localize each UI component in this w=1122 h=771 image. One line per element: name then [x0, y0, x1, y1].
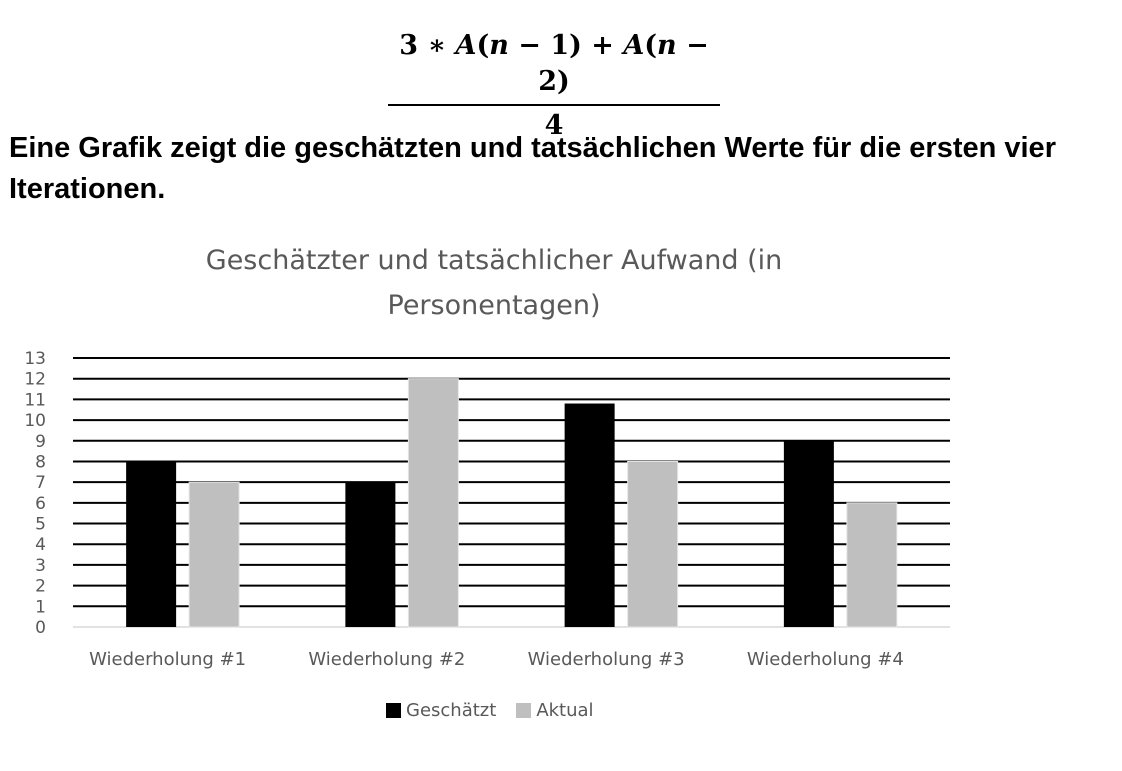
bar-geschaetzt-3 — [564, 403, 615, 627]
x-category-label-3: Wiederholung #3 — [528, 649, 685, 670]
y-tick-label-3: 3 — [35, 556, 46, 576]
y-tick-label-4: 4 — [35, 535, 46, 555]
y-tick-label-12: 12 — [24, 370, 46, 390]
legend-swatch-geschaetzt — [386, 703, 401, 718]
chart-title: Geschätzter und tatsächlicher Aufwand (i… — [205, 245, 783, 321]
bar-geschaetzt-4 — [783, 440, 834, 627]
chart-legend: Geschätzt Aktual — [386, 700, 614, 721]
bar-aktual-3 — [627, 460, 679, 628]
y-tick-label-11: 11 — [24, 390, 46, 410]
bar-aktual-4 — [846, 502, 898, 628]
legend-label-geschaetzt: Geschätzt — [406, 700, 497, 721]
y-tick-label-10: 10 — [24, 411, 46, 431]
bar-aktual-2 — [407, 378, 459, 628]
legend-item-geschaetzt: Geschätzt — [386, 700, 496, 721]
legend-item-aktual: Aktual — [516, 700, 594, 721]
bar-geschaetzt-1 — [126, 461, 177, 627]
x-category-label-4: Wiederholung #4 — [747, 649, 904, 670]
y-tick-label-0: 0 — [35, 618, 46, 638]
formula-numerator: 3 ∗ A(n − 1) + A(n − 2) — [399, 30, 709, 97]
x-category-label-2: Wiederholung #2 — [308, 649, 465, 670]
y-tick-label-2: 2 — [35, 577, 46, 597]
bar-aktual-1 — [188, 481, 240, 628]
y-tick-label-1: 1 — [35, 597, 46, 617]
y-tick-label-6: 6 — [35, 494, 46, 514]
formula: 3 ∗ A(n − 1) + A(n − 2) 4 — [388, 28, 720, 144]
formula-denominator: 4 — [544, 110, 564, 141]
intro-text: Eine Grafik zeigt die geschätzten und ta… — [9, 132, 1056, 205]
legend-swatch-aktual — [516, 703, 532, 718]
x-category-label-1: Wiederholung #1 — [89, 649, 246, 670]
legend-label-aktual: Aktual — [536, 700, 594, 721]
fraction-bar — [388, 104, 720, 106]
y-tick-label-7: 7 — [35, 473, 46, 493]
y-tick-label-9: 9 — [35, 432, 46, 452]
y-tick-label-13: 13 — [24, 349, 46, 369]
bar-geschaetzt-2 — [345, 482, 396, 627]
y-tick-label-8: 8 — [35, 452, 46, 472]
y-tick-label-5: 5 — [35, 515, 46, 535]
